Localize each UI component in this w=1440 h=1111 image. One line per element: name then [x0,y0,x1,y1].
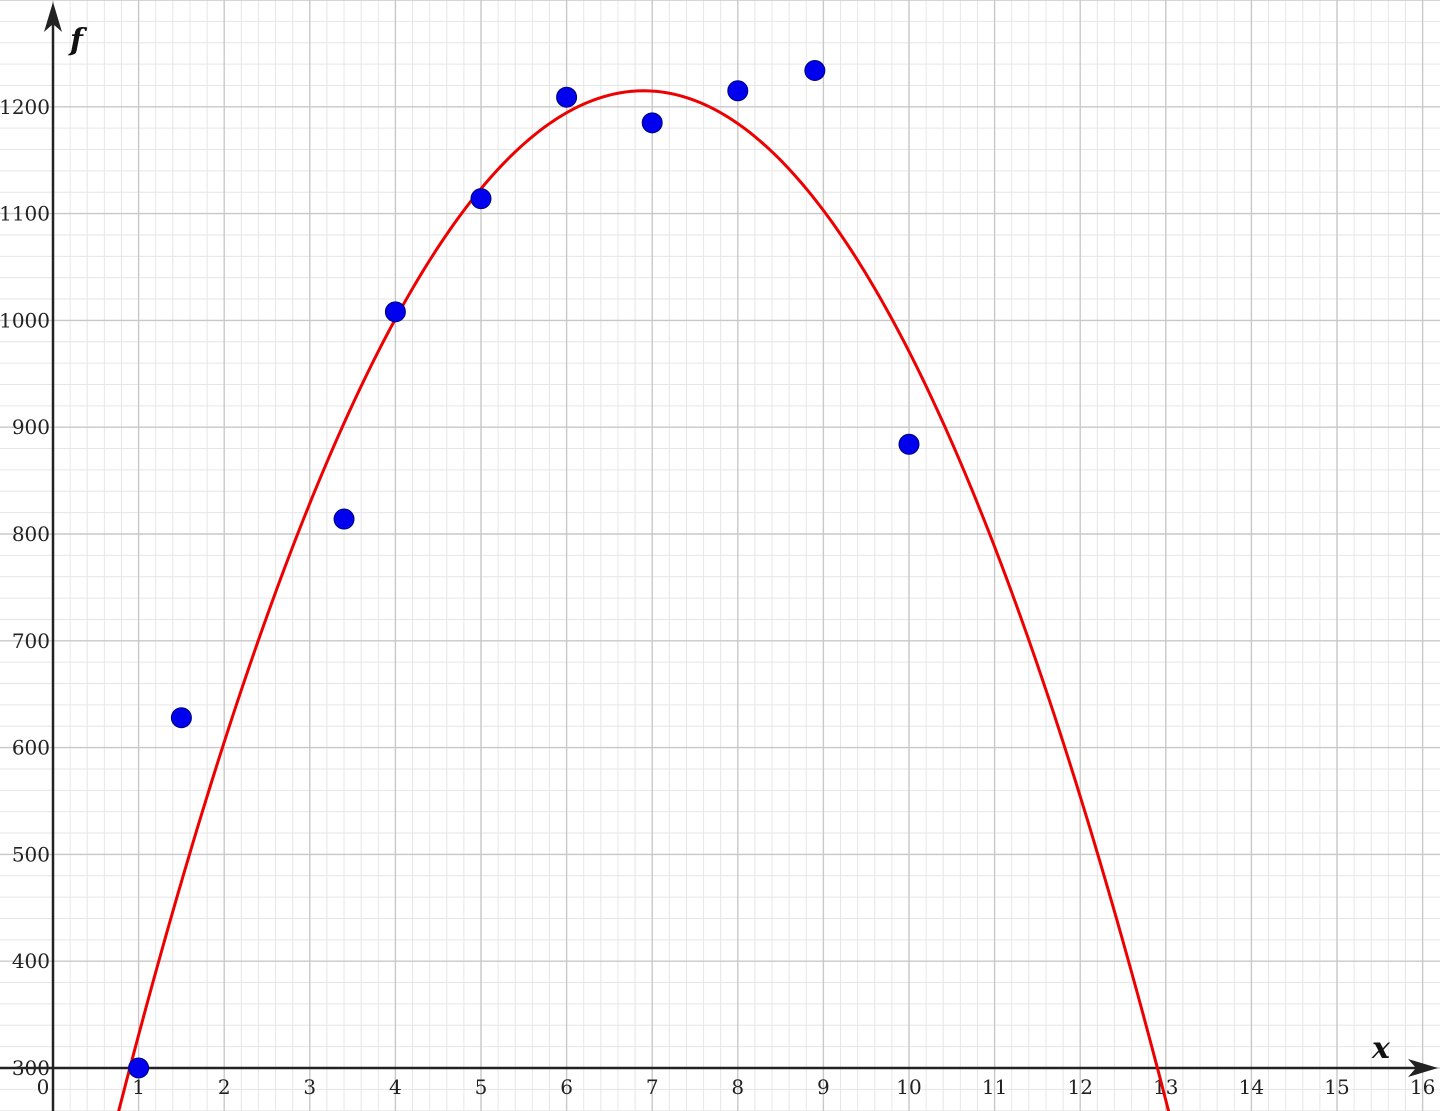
x-tick-label: 16 [1410,1075,1435,1099]
y-tick-label: 500 [12,842,50,866]
data-point [128,1057,150,1079]
x-tick-label: 8 [731,1075,744,1099]
y-tick-label: 300 [12,1056,50,1080]
y-tick-label: 400 [12,949,50,973]
y-tick-label: 1200 [0,95,50,119]
data-point [470,188,492,210]
data-point [556,86,578,108]
data-point [804,59,826,81]
data-point [333,508,355,530]
data-point [384,301,406,323]
fit-curve [117,89,1171,1111]
y-axis-title: f [68,23,88,58]
data-points [128,59,920,1079]
y-tick-labels: 300 400 500 600 700 800 900 1000 1100 1200 [0,95,50,1080]
x-tick-label: 11 [982,1075,1007,1099]
data-point [898,433,920,455]
x-tick-labels: 0 1 2 3 4 5 6 7 8 9 10 11 12 13 14 15 16 [37,1075,1436,1099]
y-axis-arrow-icon [44,2,62,32]
x-tick-label: 7 [646,1075,659,1099]
x-axis-arrow-icon [1408,1059,1438,1077]
data-point [727,80,749,102]
x-tick-label: 10 [896,1075,921,1099]
x-tick-label: 14 [1239,1075,1264,1099]
y-tick-label: 900 [12,415,50,439]
y-tick-label: 700 [12,629,50,653]
x-tick-label: 1 [132,1075,145,1099]
x-tick-label: 3 [303,1075,316,1099]
x-tick-label: 9 [817,1075,830,1099]
x-tick-label: 0 [37,1075,50,1099]
x-tick-label: 4 [389,1075,402,1099]
x-tick-label: 5 [475,1075,488,1099]
y-tick-label: 1100 [0,202,50,226]
x-tick-label: 12 [1067,1075,1092,1099]
data-point [170,707,192,729]
data-point [641,112,663,134]
y-tick-label: 1000 [0,308,50,332]
x-tick-label: 2 [218,1075,231,1099]
x-tick-label: 6 [560,1075,573,1099]
x-axis-title: x [1371,1031,1391,1066]
x-tick-label: 15 [1324,1075,1349,1099]
y-tick-label: 800 [12,522,50,546]
y-tick-label: 600 [12,736,50,760]
